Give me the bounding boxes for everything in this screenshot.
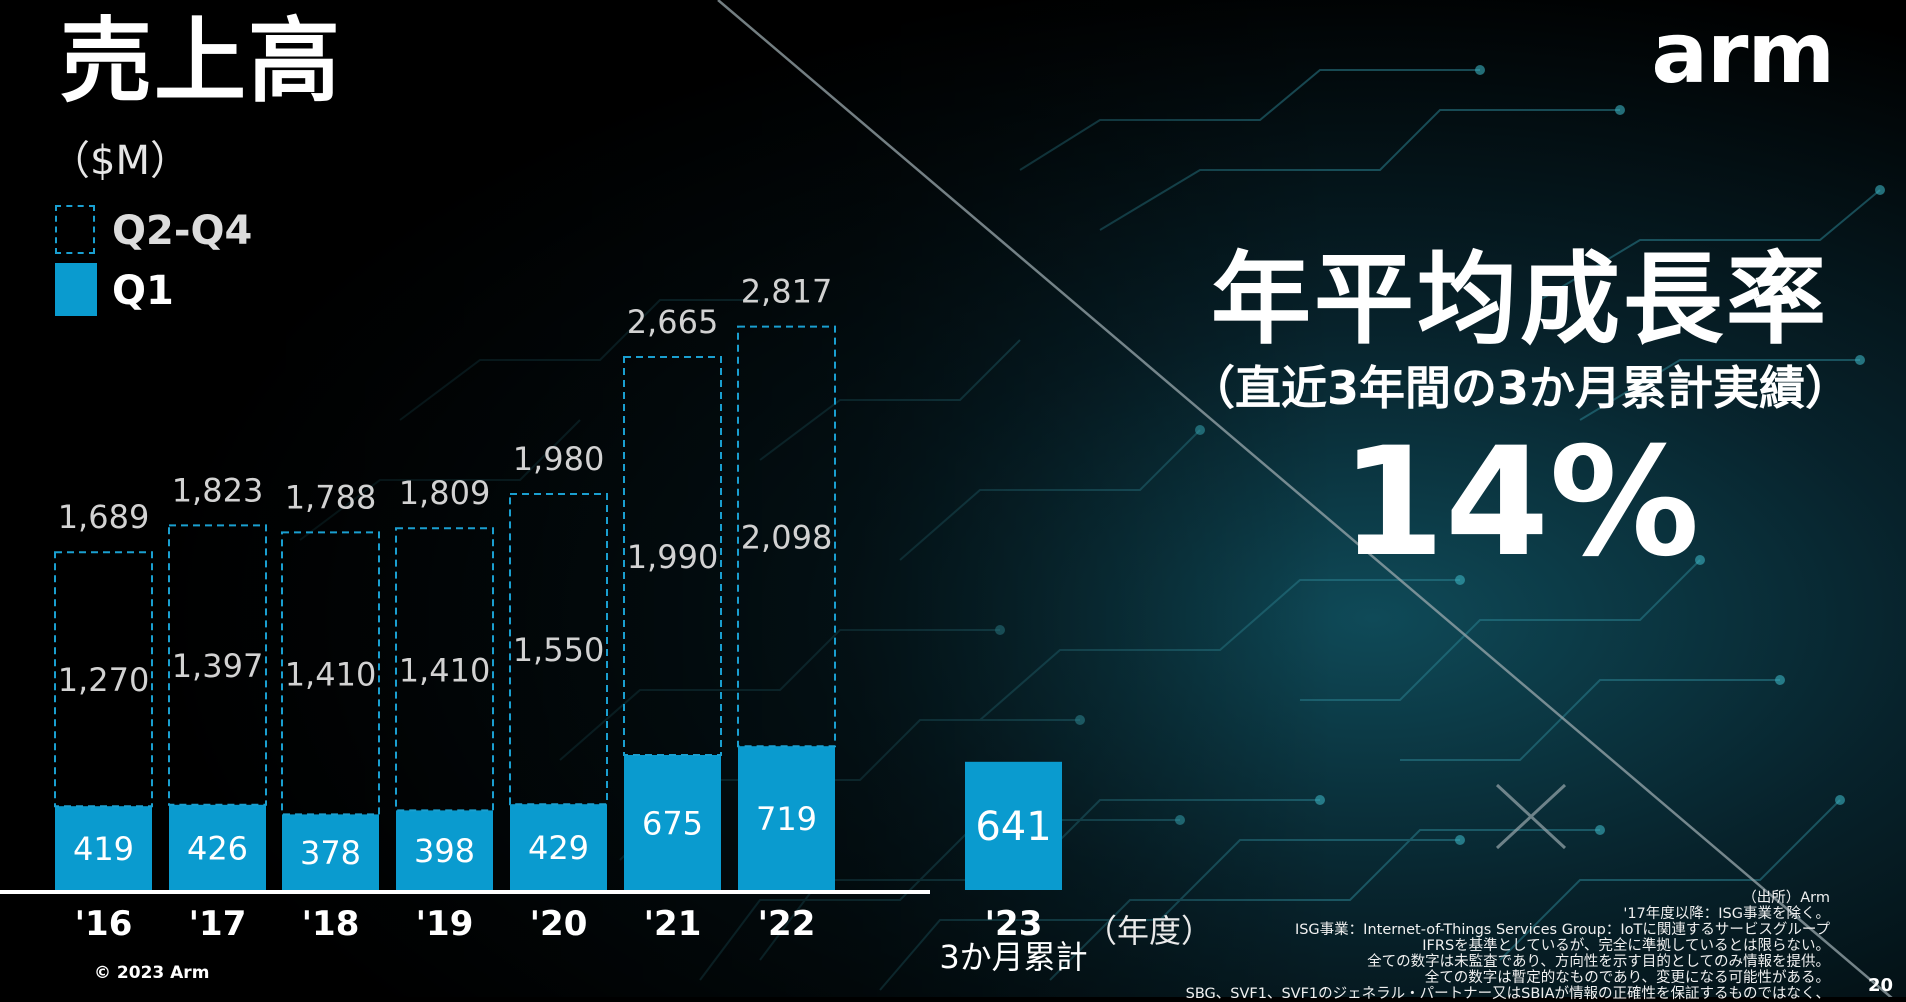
- arm-logo: arm: [1651, 4, 1835, 102]
- label-total: 1,788: [285, 478, 377, 516]
- bar-q1: [169, 804, 266, 890]
- bar-q2-q4-outline: [509, 493, 608, 806]
- label-total: 2,665: [627, 303, 719, 341]
- label-q2-q4: 2,098: [741, 518, 833, 556]
- label-total: 1,689: [58, 498, 150, 536]
- cagr-title: 年平均成長率: [1211, 241, 1829, 358]
- label-q2-q4: 1,550: [513, 631, 605, 669]
- label-q1: 419: [73, 830, 134, 868]
- cagr-subtitle: （直近3年間の3か月累計実績）: [1188, 361, 1851, 415]
- footnote-line: SBG、SVF1、SVF1のジェネラル・パートナー又はSBIAが情報の正確性を保…: [1185, 986, 1830, 1002]
- bar-q1: [510, 804, 607, 890]
- bar-q2-q4-outline: [281, 531, 380, 816]
- label-total: 1,980: [513, 440, 605, 478]
- bar-q2-q4-outline: [168, 524, 267, 806]
- label-q1: 641: [975, 804, 1051, 850]
- legend-q1-swatch: [55, 263, 97, 316]
- x-tick-label: '21: [644, 904, 702, 944]
- unit-label: （$M）: [50, 138, 190, 184]
- legend-q2-q4-swatch: [55, 205, 95, 254]
- footnote-line: IFRSを基準としているが、完全に準拠しているとは限らない。: [1422, 938, 1830, 954]
- label-q1: 719: [756, 800, 817, 838]
- x-tick-label: '19: [416, 904, 474, 944]
- x-tick-label: '23: [985, 904, 1043, 944]
- fiscal-year-label: （年度）: [1085, 912, 1214, 950]
- label-total: 2,817: [741, 273, 833, 311]
- copyright: © 2023 Arm: [94, 963, 210, 983]
- x-tick-sublabel: 3か月累計: [939, 938, 1087, 976]
- page-title: 売上高: [60, 8, 343, 115]
- label-total: 1,809: [399, 474, 491, 512]
- label-q1: 426: [187, 829, 248, 867]
- label-q2-q4: 1,397: [172, 647, 264, 685]
- legend-q1-label: Q1: [112, 268, 174, 314]
- label-q2-q4: 1,270: [58, 661, 150, 699]
- bar-q1: [55, 806, 152, 890]
- bar-q1: [282, 814, 379, 890]
- label-q1: 429: [528, 829, 589, 867]
- label-q1: 675: [642, 805, 703, 843]
- bar-q1: [738, 746, 835, 890]
- label-q2-q4: 1,410: [285, 655, 377, 693]
- label-total: 1,823: [172, 471, 264, 509]
- footnote-line: '17年度以降：ISG事業を除く。: [1623, 906, 1830, 922]
- bar-q2-q4-outline: [395, 527, 494, 812]
- bar-q2-q4-outline: [54, 551, 153, 808]
- footnotes: （出所）Arm '17年度以降：ISG事業を除く。 ISG事業：Internet…: [1186, 890, 1830, 1002]
- label-q1: 378: [300, 834, 361, 872]
- x-tick-label: '22: [758, 904, 816, 944]
- label-q2-q4: 1,410: [399, 651, 491, 689]
- x-tick-label: '20: [530, 904, 588, 944]
- label-q1: 398: [414, 832, 475, 870]
- slide-number: 20: [1868, 975, 1894, 996]
- bar-q1: [624, 755, 721, 890]
- x-tick-label: '18: [302, 904, 360, 944]
- footnote-line: 全ての数字は暫定的なものであり、変更になる可能性がある。: [1424, 970, 1830, 986]
- x-tick-label: '17: [189, 904, 247, 944]
- footnote-line: （出所）Arm: [1742, 890, 1830, 906]
- bar-q1: [396, 810, 493, 890]
- label-q2-q4: 1,990: [627, 538, 719, 576]
- footnote-line: 全ての数字は未監査であり、方向性を示す目的としてのみ情報を提供。: [1367, 954, 1830, 970]
- bar-q2-q4-outline: [623, 356, 722, 756]
- footnote-line: ISG事業：Internet-of-Things Services Group：…: [1294, 922, 1830, 938]
- bar-q2-q4-outline: [737, 325, 836, 748]
- legend-q2-q4-label: Q2-Q4: [112, 208, 253, 254]
- bar-q1: [965, 761, 1062, 890]
- x-tick-label: '16: [75, 904, 133, 944]
- cagr-value: 14%: [1340, 416, 1700, 590]
